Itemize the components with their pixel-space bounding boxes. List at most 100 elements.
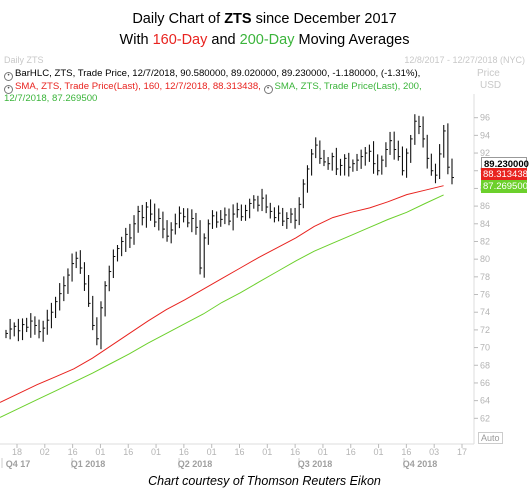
price-bar	[63, 276, 66, 302]
y-tick-label: 78	[480, 272, 490, 282]
sma200-price-tag: 87.269500	[481, 180, 528, 193]
price-bar	[121, 236, 124, 257]
price-bar	[360, 149, 364, 169]
price-bar	[315, 137, 318, 159]
price-bars	[5, 114, 454, 350]
price-bar	[294, 207, 298, 229]
price-bar	[335, 147, 339, 176]
eye-icon[interactable]: •	[4, 72, 13, 81]
quarter-label: Q4 2018	[403, 459, 438, 469]
price-bar	[137, 205, 141, 233]
y-tick-label: 68	[480, 360, 490, 370]
chart-title-line2: With 160-Day and 200-Day Moving Averages	[119, 32, 410, 48]
ma200-label: 200-Day	[239, 32, 295, 48]
price-bar	[21, 318, 25, 341]
price-bar	[96, 317, 99, 346]
price-bar	[443, 124, 446, 158]
price-bar	[278, 205, 281, 222]
price-bar	[249, 198, 252, 219]
price-bar	[59, 283, 62, 311]
x-tick-label: 01	[318, 447, 328, 457]
y-axis: 626466687072747678808284868890929496	[473, 94, 490, 444]
price-bar	[199, 220, 203, 275]
price-bar	[149, 199, 153, 221]
x-tick-label: 16	[401, 447, 411, 457]
auto-scale-button[interactable]: Auto	[478, 432, 503, 444]
eye-icon[interactable]: •	[263, 85, 273, 94]
price-axis-label: Price	[477, 68, 500, 79]
x-tick-label: 01	[374, 447, 384, 457]
price-bar	[298, 197, 302, 226]
price-bar	[178, 206, 182, 229]
price-bar	[319, 140, 322, 164]
legend-sma200-cont: 12/7/2018, 87.269500	[4, 93, 98, 104]
ticker: ZTS	[224, 11, 252, 27]
price-bar	[191, 209, 194, 233]
price-bar	[30, 313, 33, 338]
x-axis: 18 02 16 01 16 01 16 01 16 01 16 01 16 01 16 03 17 Q4 17 Q…	[0, 443, 474, 469]
x-tick-label: 17	[457, 447, 467, 457]
price-bar	[211, 210, 215, 229]
price-bar	[364, 146, 368, 166]
x-tick-label: 01	[95, 447, 105, 457]
x-tick-label: 01	[262, 447, 272, 457]
price-bar	[422, 116, 426, 148]
y-tick-label: 80	[480, 254, 490, 264]
y-tick-label: 94	[480, 130, 490, 140]
quarter-label: Q3 2018	[298, 459, 333, 469]
price-bar	[240, 204, 244, 221]
price-bar	[133, 215, 137, 245]
x-tick-label: 01	[207, 447, 217, 457]
price-bar	[216, 211, 219, 228]
y-tick-label: 96	[480, 113, 490, 123]
price-bar	[42, 320, 46, 342]
price-bar	[79, 250, 83, 274]
price-bar	[183, 208, 186, 223]
price-bar	[410, 134, 413, 163]
price-bar	[389, 131, 393, 155]
price-bar	[434, 163, 438, 184]
price-bar	[174, 213, 178, 235]
price-bar	[393, 131, 397, 160]
legend-sma160: • SMA, ZTS, Trade Price(Last), 160, 12/7/…	[4, 81, 422, 94]
price-bar	[125, 227, 128, 252]
price-bar	[339, 158, 343, 176]
price-bar	[290, 208, 293, 224]
price-bar	[38, 319, 42, 339]
price-bar	[306, 165, 310, 193]
price-bar	[92, 295, 95, 331]
price-bar	[451, 158, 454, 185]
price-bar	[282, 207, 285, 227]
y-tick-label: 86	[480, 201, 490, 211]
price-bar	[34, 316, 37, 335]
x-tick-label: 03	[429, 447, 439, 457]
x-tick-label: 16	[346, 447, 356, 457]
price-bar	[236, 202, 240, 218]
price-bar	[195, 212, 198, 235]
price-bar	[220, 210, 223, 227]
price-bar	[377, 154, 380, 176]
x-tick-label: 02	[40, 447, 50, 457]
price-bar	[302, 179, 306, 209]
ma160-label: 160-Day	[152, 32, 208, 48]
price-bar	[154, 203, 157, 228]
price-bar	[401, 146, 405, 176]
price-bar	[26, 317, 29, 333]
price-bar	[244, 204, 248, 221]
x-tick-label: 16	[68, 447, 78, 457]
price-bar	[71, 253, 75, 282]
price-bar	[311, 149, 314, 176]
price-bar	[203, 233, 207, 278]
price-bar	[368, 144, 372, 162]
eye-icon[interactable]: •	[4, 85, 13, 94]
price-bar	[162, 211, 165, 239]
chart-header-ticker: Daily ZTS	[4, 55, 44, 65]
price-bar	[269, 202, 273, 219]
price-bar	[439, 144, 442, 180]
price-bar	[348, 152, 351, 177]
price-bar	[166, 220, 170, 242]
quarter-label: Q4 17	[6, 459, 31, 469]
price-bar	[426, 134, 430, 169]
price-bar	[5, 329, 8, 339]
